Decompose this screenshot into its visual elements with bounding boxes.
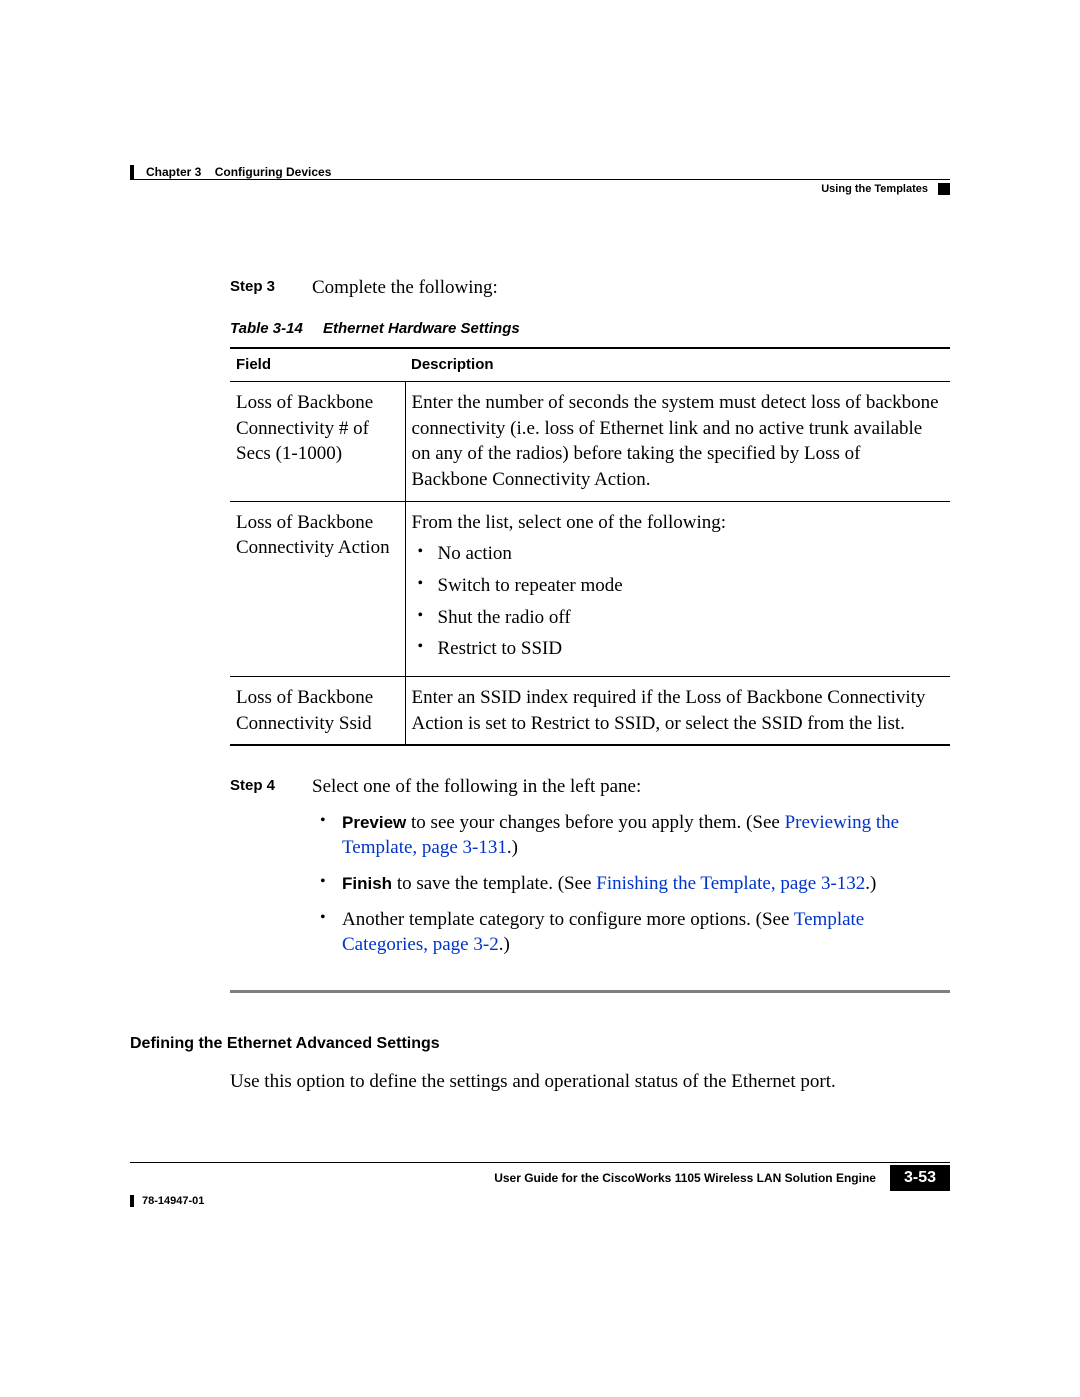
chapter-title: Configuring Devices (215, 165, 332, 179)
col-description: Description (405, 348, 950, 382)
main-content: Step 3 Complete the following: Table 3-1… (230, 275, 950, 1094)
desc-lead: From the list, select one of the followi… (412, 512, 727, 533)
list-item: No action (412, 541, 941, 567)
page-container: Chapter 3 Configuring Devices Using the … (130, 165, 950, 1094)
list-item: Switch to repeater mode (412, 573, 941, 599)
page-number: 3-53 (890, 1165, 950, 1191)
header-square-icon (938, 183, 950, 195)
bullet-after: .) (865, 873, 876, 894)
page-header: Chapter 3 Configuring Devices Using the … (130, 165, 950, 205)
list-item: Finish to save the template. (See Finish… (312, 871, 950, 897)
step-3-label: Step 3 (230, 275, 290, 301)
bullet-text: to save the template. (See (392, 873, 596, 894)
subsection-paragraph: Use this option to define the settings a… (230, 1069, 950, 1095)
bullet-text: Another template category to configure m… (342, 909, 794, 930)
bullet-bold: Preview (342, 813, 406, 832)
cell-desc: Enter the number of seconds the system m… (405, 382, 950, 502)
section-title: Using the Templates (821, 183, 928, 195)
bullet-text: to see your changes before you apply the… (406, 812, 784, 833)
step-4-list: Preview to see your changes before you a… (312, 810, 950, 958)
step-4-text: Select one of the following in the left … (312, 776, 641, 797)
settings-table: Field Description Loss of Backbone Conne… (230, 347, 950, 746)
table-number: Table 3-14 (230, 320, 303, 337)
footer-bar-icon (130, 1195, 134, 1207)
table-caption: Table 3-14 Ethernet Hardware Settings (230, 319, 950, 339)
table-row: Loss of Backbone Connectivity Ssid Enter… (230, 676, 950, 745)
list-item: Restrict to SSID (412, 636, 941, 662)
header-subrow: Using the Templates (821, 183, 950, 195)
step-4-label: Step 4 (230, 774, 290, 968)
header-rule (130, 179, 950, 180)
footer-doc-number: 78-14947-01 (142, 1195, 204, 1207)
cell-desc: From the list, select one of the followi… (405, 501, 950, 676)
cell-field: Loss of Backbone Connectivity Ssid (230, 676, 405, 745)
page-footer: User Guide for the CiscoWorks 1105 Wirel… (130, 1162, 950, 1207)
list-item: Preview to see your changes before you a… (312, 810, 950, 861)
header-bar-icon (130, 165, 134, 179)
list-item: Shut the radio off (412, 605, 941, 631)
bullet-after: .) (499, 934, 510, 955)
chapter-label: Chapter 3 Configuring Devices (146, 165, 331, 179)
cell-field: Loss of Backbone Connectivity # of Secs … (230, 382, 405, 502)
footer-guide-title: User Guide for the CiscoWorks 1105 Wirel… (130, 1171, 890, 1185)
cell-field: Loss of Backbone Connectivity Action (230, 501, 405, 676)
footer-rule (130, 1162, 950, 1163)
cell-desc: Enter an SSID index required if the Loss… (405, 676, 950, 745)
chapter-number: Chapter 3 (146, 165, 201, 179)
table-row: Loss of Backbone Connectivity # of Secs … (230, 382, 950, 502)
desc-list: No action Switch to repeater mode Shut t… (412, 541, 941, 662)
subsection-heading: Defining the Ethernet Advanced Settings (130, 1033, 950, 1055)
bullet-after: .) (507, 837, 518, 858)
footer-row-2: 78-14947-01 (130, 1195, 950, 1207)
step-4: Step 4 Select one of the following in th… (230, 774, 950, 968)
footer-row-1: User Guide for the CiscoWorks 1105 Wirel… (130, 1165, 950, 1191)
table-title-text: Ethernet Hardware Settings (323, 320, 520, 337)
bullet-bold: Finish (342, 874, 392, 893)
step-3: Step 3 Complete the following: (230, 275, 950, 301)
section-divider (230, 990, 950, 993)
step-4-body: Select one of the following in the left … (312, 774, 950, 968)
col-field: Field (230, 348, 405, 382)
list-item: Another template category to configure m… (312, 907, 950, 958)
step-3-body: Complete the following: (312, 275, 950, 301)
finish-template-link[interactable]: Finishing the Template, page 3-132 (596, 873, 865, 894)
table-row: Loss of Backbone Connectivity Action Fro… (230, 501, 950, 676)
